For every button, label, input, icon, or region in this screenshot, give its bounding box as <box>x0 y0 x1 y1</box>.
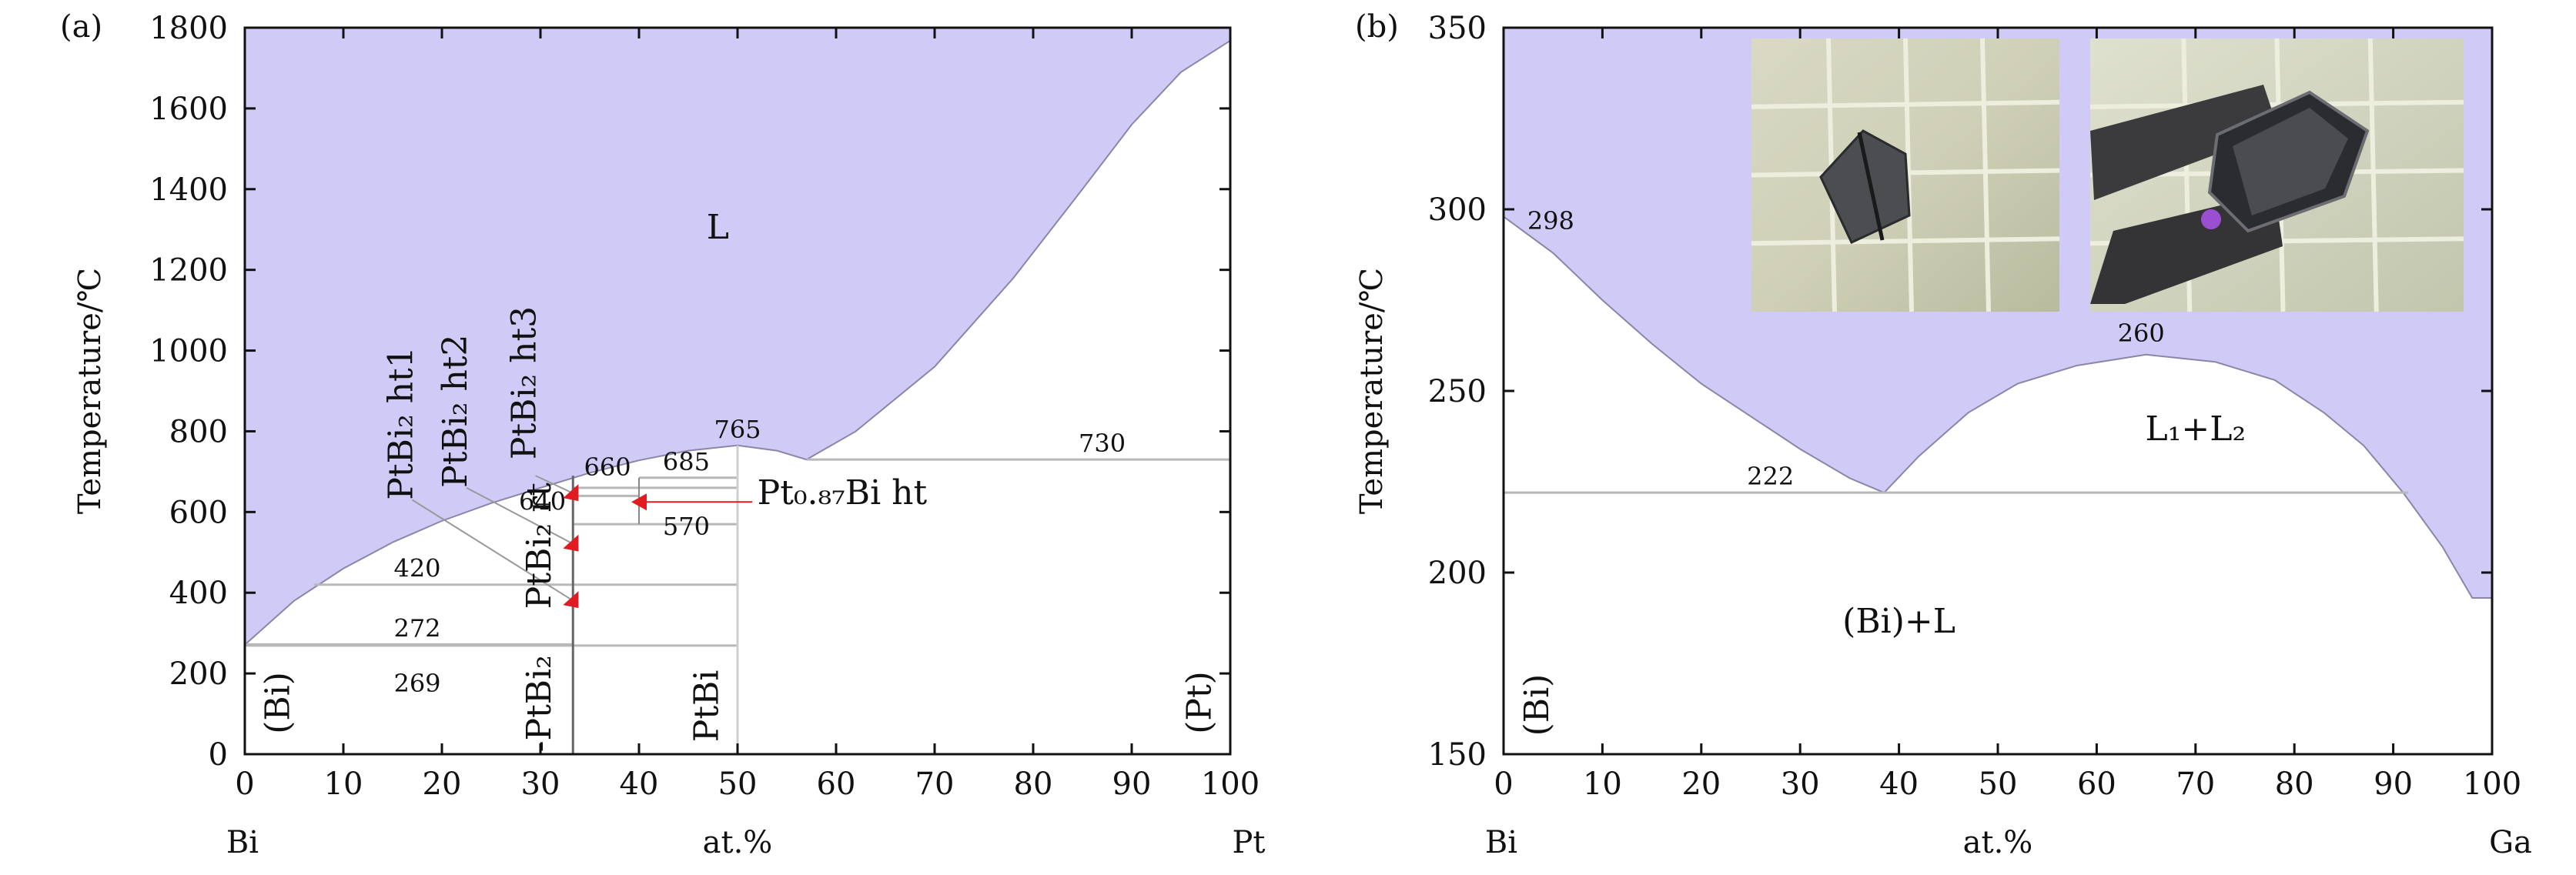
x-tick-label: 0 <box>235 766 254 802</box>
panel-a: 0 10 20 30 40 50 60 70 80 90 100020040060080010001… <box>60 9 1266 860</box>
x-tick-label: 60 <box>817 766 856 802</box>
phase-label: Pt₀.₈₇Bi ht <box>758 473 928 513</box>
x-axis-label: at.% <box>1963 825 2033 860</box>
crystal-facet <box>2233 108 2348 215</box>
photo-crystal-in-tweezers <box>2089 38 2464 312</box>
x-tick-label: 80 <box>2275 766 2314 802</box>
phase-label: PtBi₂ ht3 <box>505 306 544 459</box>
x-tick-label: 100 <box>2463 766 2521 802</box>
tweezer-arm <box>2090 85 2279 200</box>
phase-label: (Bi) <box>1517 674 1557 736</box>
x-tick-label: 80 <box>1014 766 1053 802</box>
x-tick-label: 50 <box>1979 766 2018 802</box>
tweezer-arm <box>2090 192 2283 304</box>
point-label: L₁+L₂ <box>2146 409 2246 449</box>
red-triangle-marker <box>563 591 579 609</box>
isotherm-label: 640 <box>519 486 566 516</box>
liquidus-line <box>1503 215 2492 599</box>
photo-grid-line <box>1980 38 1991 312</box>
leader-line <box>466 486 570 543</box>
point-label: 765 <box>714 415 761 444</box>
point-label: 260 <box>2118 319 2165 348</box>
y-tick-label: 150 <box>1428 737 1487 773</box>
isotherm-label: 685 <box>663 447 710 476</box>
x-tick-label: 20 <box>1681 766 1721 802</box>
x-tick-label: 0 <box>1494 766 1513 802</box>
phase-label: PtBi <box>687 670 726 743</box>
panel-label: (a) <box>60 9 102 45</box>
red-triangle-marker <box>631 493 647 511</box>
x-axis-right-end-label: Ga <box>2489 825 2532 860</box>
phase-label: (Pt) <box>1179 671 1219 734</box>
isotherm-label: 222 <box>1747 462 1794 491</box>
y-tick-label: 400 <box>169 576 228 611</box>
y-tick-label: 0 <box>209 737 228 773</box>
isotherm-label: 269 <box>393 669 440 698</box>
phase-label: PtBi₂ rt <box>520 483 559 609</box>
y-tick-label: 1800 <box>149 11 228 46</box>
y-tick-label: 200 <box>1428 556 1487 591</box>
leader-line <box>535 475 570 493</box>
point-label: (Bi)+L <box>1842 602 1955 641</box>
isotherm-label: 730 <box>1079 429 1126 458</box>
isotherm-label: 420 <box>393 554 440 583</box>
x-tick-label: 50 <box>718 766 758 802</box>
liquidus-line <box>244 39 1231 646</box>
leader-line <box>412 499 570 599</box>
x-tick-label: 90 <box>2374 766 2413 802</box>
point-label: 298 <box>1527 206 1574 235</box>
crystal-edge <box>1857 132 1885 241</box>
crystal-shape <box>1819 129 1911 244</box>
y-tick-label: 1400 <box>149 172 228 208</box>
x-axis-label: at.% <box>703 825 773 860</box>
x-axis-left-end-label: Bi <box>1485 825 1517 860</box>
y-tick-label: 1600 <box>149 92 228 127</box>
x-tick-label: 60 <box>2077 766 2116 802</box>
panel-b: 0 10 20 30 40 50 60 70 80 90 100 150 200 250 300 350 Tem… <box>1354 9 2532 860</box>
x-axis-right-end-label: Pt <box>1233 825 1266 860</box>
y-tick-label: 200 <box>169 656 228 692</box>
x-axis-left-end-label: Bi <box>226 825 259 860</box>
x-tick-label: 30 <box>521 766 560 802</box>
red-triangle-marker <box>563 534 579 552</box>
phase-label: PtBi₂ ht2 <box>436 335 475 488</box>
x-tick-label: 90 <box>1112 766 1152 802</box>
y-tick-label: 350 <box>1428 11 1487 46</box>
y-tick-label: 800 <box>169 414 228 449</box>
x-tick-label: 100 <box>1201 766 1260 802</box>
phase-label: PtBi₂ ht1 <box>382 346 421 499</box>
photo-grid-line <box>1751 236 2060 246</box>
isotherm-label: 272 <box>393 613 440 643</box>
y-tick-label: 250 <box>1428 374 1487 409</box>
point-label: L <box>707 208 729 247</box>
isotherm-label: 570 <box>663 512 710 541</box>
red-triangle-marker <box>563 484 579 502</box>
x-tick-label: 40 <box>1879 766 1919 802</box>
y-tick-label: 600 <box>169 495 228 530</box>
x-tick-label: 40 <box>620 766 659 802</box>
photo-crystal-on-grid <box>1751 38 2060 312</box>
phase-label: -PtBi₂ <box>520 655 559 752</box>
x-tick-label: 10 <box>1583 766 1622 802</box>
photo-grid-line <box>1903 38 1914 312</box>
x-tick-label: 70 <box>2176 766 2215 802</box>
phase-label: (Bi) <box>259 672 298 734</box>
panel-label: (b) <box>1355 9 1399 45</box>
y-tick-label: 1000 <box>149 334 228 369</box>
y-tick-label: 1200 <box>149 253 228 289</box>
isotherm-label: 660 <box>584 453 631 482</box>
x-tick-label: 30 <box>1781 766 1820 802</box>
x-tick-label: 20 <box>423 766 462 802</box>
y-axis-label: Temperature/℃ <box>1354 268 1390 514</box>
x-tick-label: 10 <box>324 766 363 802</box>
x-tick-label: 70 <box>915 766 955 802</box>
y-axis-label: Temperature/℃ <box>72 268 108 514</box>
crystal-reflection <box>2201 209 2221 229</box>
liquid-region <box>245 28 1230 645</box>
photo-grid-line <box>2367 38 2379 312</box>
y-tick-label: 300 <box>1428 192 1487 228</box>
